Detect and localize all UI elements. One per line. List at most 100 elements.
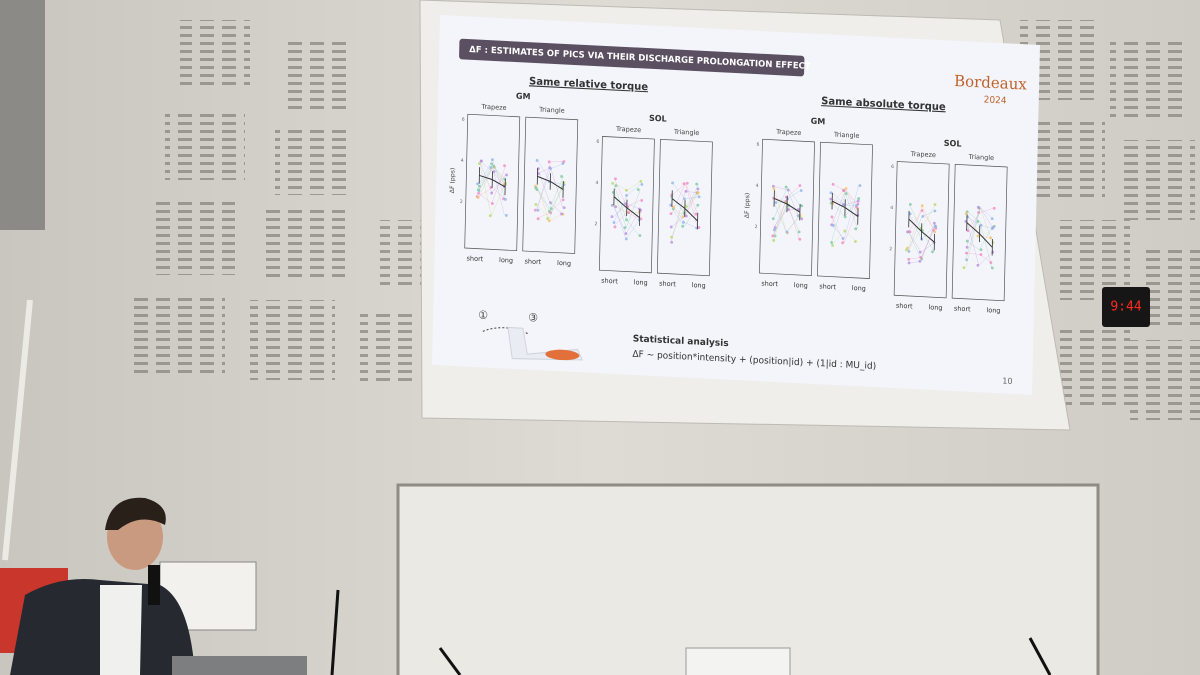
data-dot xyxy=(800,217,804,221)
data-link xyxy=(921,230,935,252)
data-link xyxy=(921,210,936,217)
y-axis-label: ΔF (pps) xyxy=(449,168,456,194)
data-link xyxy=(478,167,493,198)
y-tick-label: 6 xyxy=(596,139,599,145)
data-dot xyxy=(832,224,835,227)
data-link xyxy=(787,189,800,219)
x-tick-label: short xyxy=(896,302,913,311)
x-tick-label: short xyxy=(761,279,778,288)
data-link xyxy=(536,204,550,219)
data-link xyxy=(774,186,788,191)
data-dot xyxy=(562,206,566,210)
data-link xyxy=(966,221,980,266)
data-link xyxy=(614,178,628,207)
data-dot xyxy=(800,204,804,208)
presenter-shirt xyxy=(100,585,142,675)
data-link xyxy=(773,187,788,219)
laptop xyxy=(172,656,307,675)
condition-label: Trapeze xyxy=(480,103,506,112)
data-link xyxy=(479,163,492,216)
data-dot xyxy=(534,202,538,206)
data-dot xyxy=(784,185,788,189)
data-link xyxy=(831,216,845,243)
data-dot xyxy=(906,246,909,250)
muscle-label: GM xyxy=(811,116,826,127)
data-dot xyxy=(681,224,685,228)
data-dot xyxy=(684,214,688,218)
condition-label: Trapeze xyxy=(615,125,641,134)
data-link xyxy=(492,159,506,200)
data-dot xyxy=(640,199,644,202)
data-dot xyxy=(697,226,701,229)
data-dot xyxy=(640,182,644,186)
data-link xyxy=(537,167,551,174)
data-link xyxy=(921,204,936,229)
panel-frame xyxy=(951,164,1008,302)
data-dot xyxy=(549,207,553,211)
clock-display: 9:44 xyxy=(1110,300,1141,315)
data-link xyxy=(831,225,845,239)
data-dot xyxy=(844,192,848,195)
data-link xyxy=(672,182,686,200)
data-dot xyxy=(976,234,980,238)
data-link xyxy=(832,184,846,191)
data-dot xyxy=(478,162,481,165)
slide: ΔF : ESTIMATES OF PICS VIA THEIR DISCHAR… xyxy=(432,15,1040,395)
data-link xyxy=(831,190,846,225)
data-link xyxy=(966,240,980,250)
data-link xyxy=(550,161,564,163)
condition-label: Triangle xyxy=(673,128,700,137)
data-link xyxy=(536,212,550,219)
data-link xyxy=(966,252,980,255)
data-link xyxy=(550,163,564,169)
slide-title-bar xyxy=(459,38,805,77)
presenter-hair xyxy=(105,497,166,530)
data-link xyxy=(536,168,551,211)
y-tick-label: 4 xyxy=(890,205,893,211)
data-link xyxy=(845,200,859,205)
data-dot xyxy=(614,205,618,209)
data-dot xyxy=(979,223,983,227)
y-tick-label: 4 xyxy=(595,180,598,186)
data-dot xyxy=(841,241,845,245)
stats-title: Statistical analysis xyxy=(633,334,729,349)
logo-name: Bordeaux xyxy=(954,72,1028,94)
data-dot xyxy=(636,188,640,192)
data-dot xyxy=(560,212,563,216)
data-dot xyxy=(696,187,700,191)
data-link xyxy=(671,215,685,228)
data-link xyxy=(684,188,699,217)
data-dot xyxy=(614,184,618,188)
data-link xyxy=(787,187,801,206)
data-dot xyxy=(962,266,966,270)
data-dot xyxy=(697,195,701,199)
data-link xyxy=(773,205,788,236)
data-link xyxy=(786,201,800,240)
data-link xyxy=(626,203,640,210)
mic-stand xyxy=(1028,637,1052,675)
x-tick-label: short xyxy=(601,277,618,286)
data-dot xyxy=(669,225,673,229)
data-dot xyxy=(560,175,563,178)
data-link xyxy=(492,167,506,185)
mic-stand xyxy=(330,589,340,675)
muscle-label: SOL xyxy=(944,138,962,149)
data-dot xyxy=(477,184,481,188)
data-link xyxy=(684,193,699,207)
data-link xyxy=(845,204,859,206)
data-dot xyxy=(534,186,538,190)
data-link xyxy=(980,208,994,213)
data-dot xyxy=(774,201,778,205)
data-dot xyxy=(908,230,912,234)
data-link xyxy=(921,225,935,240)
y-tick-label: 2 xyxy=(460,199,463,205)
data-dot xyxy=(533,208,537,212)
data-link xyxy=(549,176,564,209)
y-tick-label: 4 xyxy=(461,158,464,164)
condition-label: Trapeze xyxy=(910,150,936,159)
data-dot xyxy=(858,184,862,187)
panel-frame xyxy=(599,136,655,274)
data-link xyxy=(832,188,846,204)
